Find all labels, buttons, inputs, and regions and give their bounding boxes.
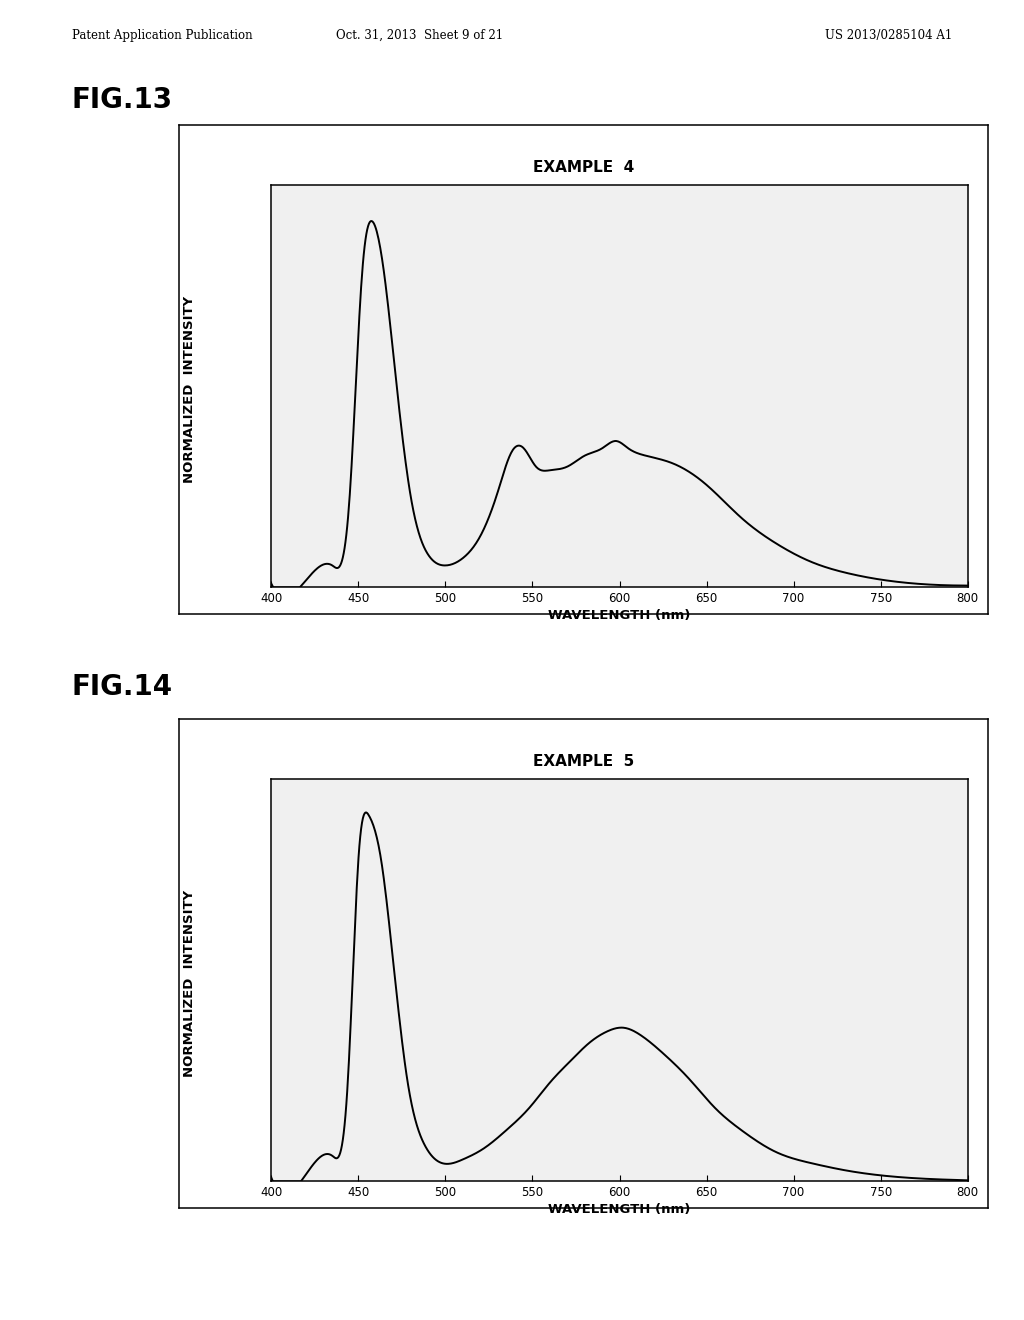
Text: FIG.13: FIG.13 bbox=[72, 86, 173, 114]
Text: US 2013/0285104 A1: US 2013/0285104 A1 bbox=[825, 29, 952, 42]
Text: NORMALIZED  INTENSITY: NORMALIZED INTENSITY bbox=[183, 296, 196, 483]
Text: Oct. 31, 2013  Sheet 9 of 21: Oct. 31, 2013 Sheet 9 of 21 bbox=[336, 29, 504, 42]
Text: EXAMPLE  4: EXAMPLE 4 bbox=[534, 160, 634, 174]
Text: EXAMPLE  5: EXAMPLE 5 bbox=[534, 754, 634, 768]
X-axis label: WAVELENGTH (nm): WAVELENGTH (nm) bbox=[548, 1204, 691, 1217]
Text: Patent Application Publication: Patent Application Publication bbox=[72, 29, 252, 42]
Text: NORMALIZED  INTENSITY: NORMALIZED INTENSITY bbox=[183, 890, 196, 1077]
Text: FIG.14: FIG.14 bbox=[72, 673, 173, 701]
X-axis label: WAVELENGTH (nm): WAVELENGTH (nm) bbox=[548, 610, 691, 623]
